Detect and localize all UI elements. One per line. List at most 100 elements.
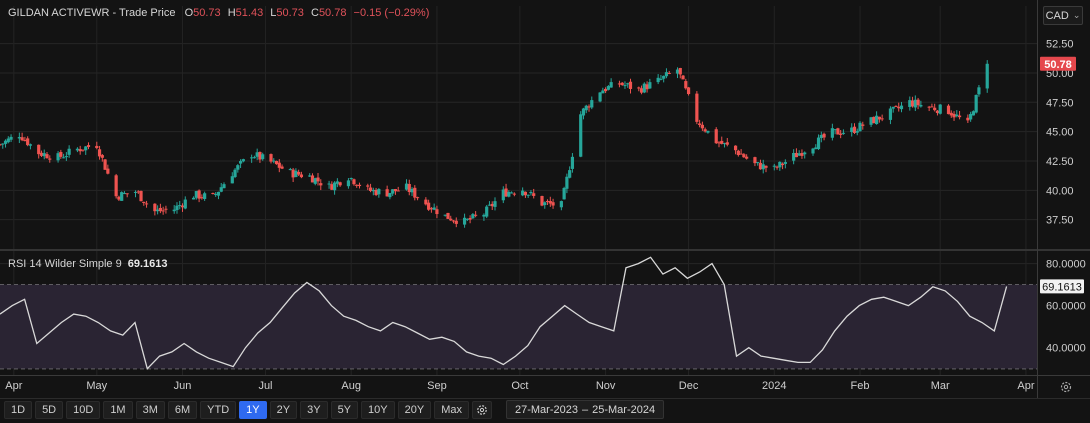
candle-body bbox=[733, 145, 738, 151]
candle-body bbox=[103, 159, 107, 170]
candle-body bbox=[357, 184, 362, 187]
x-tick-label: Mar bbox=[931, 380, 950, 392]
candle-body bbox=[178, 205, 182, 207]
price-grid bbox=[0, 6, 1037, 249]
candle-body bbox=[272, 160, 276, 162]
candle-body bbox=[269, 154, 273, 162]
date-range-start: 27-Mar-2023 bbox=[515, 403, 578, 416]
candle-body bbox=[548, 201, 552, 204]
range-button-ytd[interactable]: YTD bbox=[200, 401, 237, 419]
candle-body bbox=[626, 83, 630, 85]
candle-body bbox=[0, 144, 2, 146]
range-button-6m[interactable]: 6M bbox=[167, 401, 198, 419]
x-tick-label: Sep bbox=[427, 380, 447, 392]
candle-body bbox=[794, 152, 799, 158]
candle-body bbox=[725, 142, 729, 145]
candle-body bbox=[211, 193, 215, 195]
candle-body bbox=[17, 137, 21, 139]
close-value: 50.78 bbox=[318, 7, 347, 19]
candle-body bbox=[48, 158, 52, 160]
candle-body bbox=[413, 187, 417, 198]
range-button-1y[interactable]: 1Y bbox=[239, 401, 267, 419]
candle-body bbox=[800, 153, 804, 156]
candle-body bbox=[985, 63, 989, 89]
candle-body bbox=[366, 185, 370, 187]
price-tick-label: 50.00 bbox=[1046, 68, 1074, 80]
low-value: 50.73 bbox=[276, 7, 304, 19]
candle-body bbox=[216, 191, 221, 196]
price-tick-label: 40.00 bbox=[1046, 185, 1074, 197]
candle-body bbox=[429, 208, 433, 210]
candle-body bbox=[579, 114, 583, 157]
currency-value: CAD bbox=[1045, 9, 1069, 22]
candle-body bbox=[462, 217, 467, 225]
x-tick-label: Feb bbox=[851, 380, 870, 392]
range-button-10d[interactable]: 10D bbox=[66, 401, 101, 419]
candle-body bbox=[139, 190, 143, 202]
candle-body bbox=[114, 175, 118, 197]
candle-body bbox=[717, 142, 721, 144]
candle-body bbox=[836, 128, 840, 135]
candle-body bbox=[974, 94, 978, 113]
candle-body bbox=[742, 154, 746, 158]
x-tick-label: Nov bbox=[596, 380, 616, 392]
axis-settings-icon-core bbox=[1063, 384, 1069, 390]
last-price-tag bbox=[1040, 56, 1076, 71]
rsi-value-tag bbox=[1040, 279, 1084, 294]
candle-body bbox=[512, 193, 516, 195]
candle-body bbox=[20, 137, 24, 141]
candle-body bbox=[858, 122, 862, 132]
rsi-label: RSI 14 Wilder Simple 9 bbox=[8, 258, 122, 270]
range-button-20y[interactable]: 20Y bbox=[397, 401, 432, 419]
candle-body bbox=[280, 166, 284, 169]
candle-body bbox=[850, 127, 854, 133]
change-value: −0.15 (−0.29%) bbox=[353, 7, 430, 19]
candle-body bbox=[675, 69, 680, 74]
candle-body bbox=[648, 82, 652, 89]
candle-body bbox=[540, 196, 544, 206]
rsi-legend: RSI 14 Wilder Simple 9 69.1613 bbox=[8, 258, 167, 270]
candle-body bbox=[722, 143, 727, 145]
candle-body bbox=[562, 188, 566, 200]
candle-body bbox=[95, 145, 99, 149]
range-button-3m[interactable]: 3M bbox=[135, 401, 165, 419]
candle-body bbox=[736, 150, 740, 156]
candle-body bbox=[949, 112, 953, 116]
candle-body bbox=[637, 87, 641, 89]
range-button-1d[interactable]: 1D bbox=[4, 401, 33, 419]
range-button-3y[interactable]: 3Y bbox=[300, 401, 328, 419]
candle-body bbox=[957, 115, 962, 118]
candle-body bbox=[681, 75, 685, 80]
gear-icon[interactable] bbox=[471, 401, 492, 419]
x-tick-label: May bbox=[86, 380, 107, 392]
candle-body bbox=[551, 202, 555, 206]
candle-body bbox=[604, 88, 608, 92]
candle-body bbox=[703, 129, 707, 132]
candle-body bbox=[238, 161, 243, 164]
range-button-5d[interactable]: 5D bbox=[35, 401, 64, 419]
candle-body bbox=[6, 138, 10, 143]
candle-body bbox=[792, 152, 796, 161]
range-button-5y[interactable]: 5Y bbox=[330, 401, 359, 419]
candle-body bbox=[75, 148, 80, 151]
date-range-picker[interactable]: 27-Mar-2023 – 25-Mar-2024 bbox=[506, 400, 664, 419]
price-type: Trade Price bbox=[119, 7, 176, 19]
range-button-1m[interactable]: 1M bbox=[103, 401, 133, 419]
candle-body bbox=[952, 113, 956, 118]
candle-body bbox=[191, 197, 196, 200]
range-button-10y[interactable]: 10Y bbox=[361, 401, 395, 419]
candle-body bbox=[720, 140, 724, 144]
range-button-2y[interactable]: 2Y bbox=[269, 401, 298, 419]
range-button-max[interactable]: Max bbox=[434, 401, 469, 419]
x-tick-label: Jul bbox=[258, 380, 272, 392]
range-toolbar: 1D 5D 10D 1M 3M 6M YTD 1Y 2Y 3Y 5Y 10Y 20Y Max bbox=[4, 400, 492, 420]
candle-body bbox=[396, 190, 400, 192]
currency-select[interactable]: CAD ⌄ bbox=[1043, 6, 1083, 25]
candle-body bbox=[609, 82, 613, 88]
candle-body bbox=[3, 140, 8, 144]
candle-body bbox=[816, 137, 821, 150]
candle-body bbox=[183, 199, 187, 209]
candle-body bbox=[509, 192, 514, 194]
candle-body bbox=[333, 182, 337, 191]
